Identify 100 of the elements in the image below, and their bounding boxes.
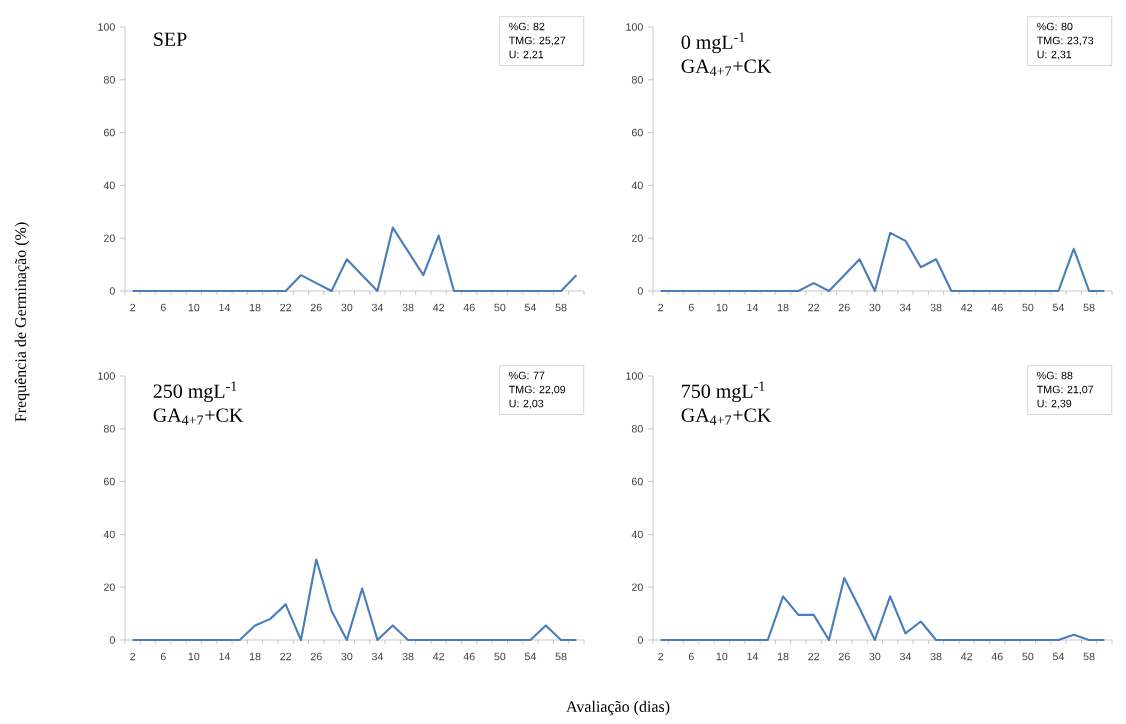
y-tick-label: 100 <box>626 23 643 31</box>
chart-title: 0 mgL$^{-1}$ <box>681 32 745 54</box>
x-tick-label: 38 <box>930 652 942 661</box>
x-tick-label: 58 <box>1083 652 1095 661</box>
text: GA$_{4+7}$+CK <box>153 408 244 425</box>
x-tick-label: 34 <box>371 303 384 312</box>
x-tick-label: 26 <box>838 652 850 661</box>
x-tick-label: 38 <box>402 652 414 661</box>
y-tick-label: 40 <box>631 181 643 190</box>
x-tick-label: 58 <box>555 303 567 312</box>
x-tick-label: 46 <box>463 652 475 661</box>
x-tick-label: 30 <box>869 652 881 661</box>
x-tick-label: 14 <box>747 303 759 312</box>
y-tick-label: 20 <box>631 234 643 242</box>
annotation: U: 2,21 <box>509 50 544 60</box>
x-tick-label: 22 <box>808 652 820 661</box>
x-tick-label: 14 <box>747 652 759 661</box>
x-tick-label: 54 <box>524 303 537 312</box>
x-tick-label: 50 <box>494 652 506 661</box>
x-tick-label: 50 <box>494 303 506 312</box>
x-tick-label: 14 <box>219 652 231 661</box>
x-tick-label: 26 <box>838 303 850 312</box>
x-tick-label: 30 <box>341 303 353 312</box>
x-tick-label: 54 <box>1052 652 1065 661</box>
y-tick-label: 0 <box>109 287 115 295</box>
x-tick-label: 54 <box>524 652 537 661</box>
annotation: U: 2,39 <box>1037 399 1072 409</box>
y-tick-label: 40 <box>103 181 115 190</box>
x-tick-label: 46 <box>463 303 475 312</box>
annotation: %G: 88 <box>1037 371 1073 380</box>
y-tick-label: 100 <box>98 23 115 31</box>
x-tick-label: 2 <box>130 652 136 661</box>
x-tick-label: 46 <box>991 652 1003 661</box>
y-tick-label: 80 <box>631 425 643 433</box>
y-tick-label: 20 <box>631 583 643 591</box>
x-tick-label: 2 <box>658 652 664 661</box>
x-axis-title: Avaliação (dias) <box>566 700 670 716</box>
y-tick-label: 20 <box>103 234 115 242</box>
x-tick-label: 10 <box>188 303 200 312</box>
x-tick-label: 38 <box>402 303 414 312</box>
y-tick-label: 60 <box>631 128 643 137</box>
y-tick-label: 60 <box>103 477 115 486</box>
x-tick-label: 22 <box>280 303 292 312</box>
x-tick-label: 58 <box>555 652 567 661</box>
text: GA$_{4+7}$+CK <box>681 408 772 425</box>
annotation: %G: 80 <box>1037 22 1073 31</box>
y-tick-label: 0 <box>637 287 643 295</box>
x-tick-label: 2 <box>130 303 136 312</box>
y-tick-label: 60 <box>631 477 643 486</box>
y-tick-label: 80 <box>631 76 643 84</box>
annotation: %G: 77 <box>509 371 545 380</box>
annotation: U: 2,03 <box>509 399 544 409</box>
y-tick-label: 20 <box>103 583 115 591</box>
x-tick-label: 50 <box>1022 303 1034 312</box>
x-tick-label: 42 <box>960 652 973 661</box>
annotation: TMG: 22,09 <box>508 385 566 395</box>
x-tick-label: 26 <box>310 652 322 661</box>
x-tick-label: 18 <box>249 652 261 661</box>
y-tick-label: 80 <box>103 425 115 433</box>
x-tick-label: 34 <box>371 652 384 661</box>
y-tick-label: 40 <box>103 530 115 539</box>
y-tick-label: 0 <box>109 636 115 644</box>
annotation: TMG: 25,27 <box>508 36 566 46</box>
annotation: TMG: 23,73 <box>1036 36 1094 46</box>
x-tick-label: 30 <box>869 303 881 312</box>
annotation: TMG: 21,07 <box>1036 385 1094 395</box>
x-tick-label: 6 <box>688 303 694 312</box>
x-tick-label: 46 <box>991 303 1003 312</box>
text: GA$_{4+7}$+CK <box>681 59 772 76</box>
x-tick-label: 42 <box>960 303 973 312</box>
x-tick-label: 6 <box>160 303 166 312</box>
x-tick-label: 58 <box>1083 303 1095 312</box>
y-tick-label: 100 <box>626 372 643 380</box>
annotation: U: 2,31 <box>1037 50 1072 60</box>
annotation: %G: 82 <box>509 22 545 31</box>
x-tick-label: 18 <box>249 303 261 312</box>
x-tick-label: 34 <box>899 303 912 312</box>
x-tick-label: 14 <box>219 303 231 312</box>
x-tick-label: 42 <box>432 303 445 312</box>
y-tick-label: 60 <box>103 128 115 137</box>
x-tick-label: 18 <box>777 652 789 661</box>
x-tick-label: 18 <box>777 303 789 312</box>
chart-title: 750 mgL$^{-1}$ <box>682 381 765 403</box>
chart-title: 250 mgL$^{-1}$ <box>153 381 237 403</box>
x-tick-label: 2 <box>658 303 664 312</box>
x-tick-label: 10 <box>716 652 728 661</box>
x-tick-label: 26 <box>310 303 322 312</box>
y-tick-label: 40 <box>631 530 643 539</box>
x-tick-label: 10 <box>188 652 200 661</box>
y-tick-label: 100 <box>98 372 115 380</box>
x-tick-label: 50 <box>1022 652 1034 661</box>
chart-title: SEP <box>154 32 187 46</box>
x-tick-label: 10 <box>716 303 728 312</box>
x-tick-label: 22 <box>808 303 820 312</box>
y-tick-label: 80 <box>103 76 115 84</box>
x-tick-label: 34 <box>899 652 912 661</box>
x-tick-label: 42 <box>432 652 445 661</box>
y-tick-label: 0 <box>637 636 643 644</box>
x-tick-label: 38 <box>930 303 942 312</box>
x-tick-label: 30 <box>341 652 353 661</box>
